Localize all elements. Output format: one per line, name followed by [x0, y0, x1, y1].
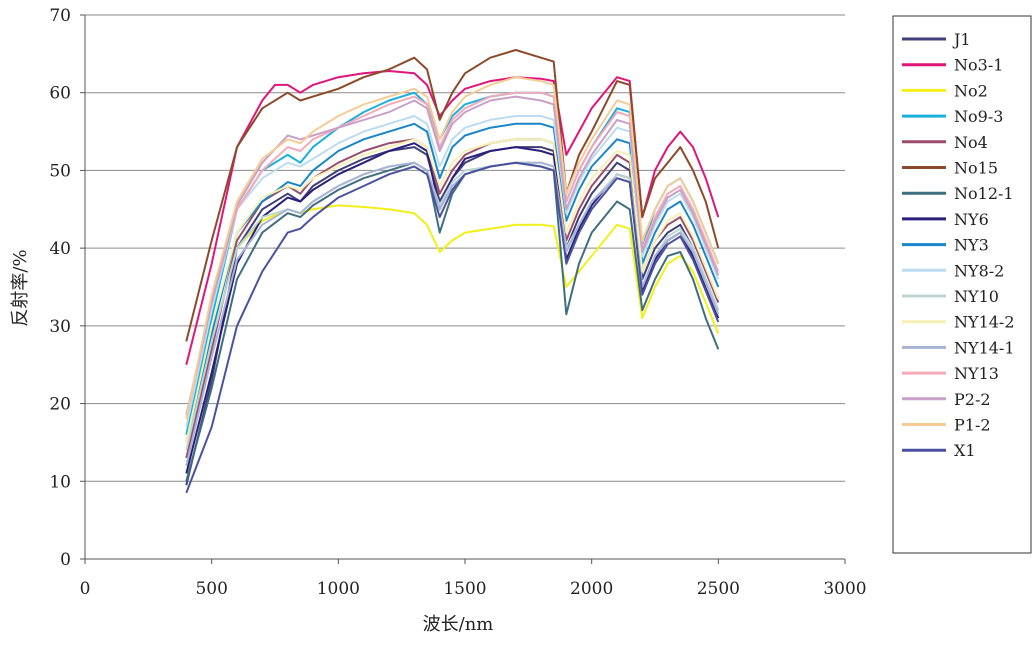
legend-item-NY6: NY6: [902, 210, 989, 229]
legend-item-J1: J1: [902, 30, 971, 49]
legend-item-P2-2: P2-2: [902, 390, 991, 409]
series-lines: [185, 49, 720, 494]
legend-label: NY14-2: [954, 313, 1015, 332]
legend-label: P1-2: [954, 416, 991, 435]
legend-box: [892, 15, 1032, 554]
series-line-No15: [185, 49, 720, 342]
series-line-P2-2: [185, 95, 720, 416]
legend-label: NY13: [954, 364, 999, 383]
y-tick-label-7: 70: [49, 6, 71, 26]
x-tick-label-2: 1000: [317, 579, 360, 599]
y-tick-label-5: 50: [49, 161, 71, 181]
legend-label: No9-3: [954, 107, 1003, 126]
legend-label: NY14-1: [954, 338, 1015, 357]
y-axis-title: 反射率/%: [10, 249, 31, 326]
legend-item-NY13: NY13: [902, 364, 999, 383]
x-tick-label-1: 500: [195, 579, 227, 599]
legend-item-P1-2: P1-2: [902, 416, 991, 435]
series-line-NY13: [185, 91, 720, 420]
series-line-No3-1: [185, 70, 720, 365]
legend-label: NY6: [954, 210, 989, 229]
x-tick-label-5: 2500: [697, 579, 740, 599]
legend-item-No2: No2: [902, 81, 988, 100]
legend-item-No12-1: No12-1: [902, 184, 1014, 203]
series-line-X1: [185, 161, 720, 494]
legend-item-No15: No15: [902, 159, 998, 178]
x-tick-label-3: 1500: [443, 579, 486, 599]
legend-label: No2: [954, 81, 988, 100]
legend-label: NY8-2: [954, 261, 1004, 280]
tick-labels: 0 10 20 30 40 50 60 70 0 500 1000 1500 2000 2500 3000: [49, 6, 866, 599]
legend-item-NY3: NY3: [902, 236, 989, 255]
legend-items: J1 No3-1 No2 No9-3 No4 No15 No12-1 NY6 NY3 NY8-2 N…: [902, 30, 1015, 460]
series-line-NY8-2: [185, 115, 720, 428]
y-tick-label-4: 40: [49, 239, 71, 259]
legend-label: No12-1: [954, 184, 1014, 203]
legend-item-No9-3: No9-3: [902, 107, 1003, 126]
legend-item-No4: No4: [902, 133, 988, 152]
x-axis-title: 波长/nm: [423, 614, 494, 635]
series-line-P1-2: [185, 76, 720, 420]
legend-label: NY3: [954, 236, 989, 255]
legend-label: J1: [952, 30, 971, 49]
legend-item-NY8-2: NY8-2: [902, 261, 1004, 280]
legend-item-X1: X1: [902, 441, 976, 460]
x-tick-label-6: 3000: [823, 579, 866, 599]
legend: J1 No3-1 No2 No9-3 No4 No15 No12-1 NY6 NY3 NY8-2 N…: [892, 15, 1032, 554]
legend-item-NY14-2: NY14-2: [902, 313, 1015, 332]
legend-item-NY10: NY10: [902, 287, 999, 306]
y-tick-label-6: 60: [49, 84, 71, 104]
y-tick-label-0: 0: [60, 550, 71, 570]
y-tick-label-2: 20: [49, 395, 71, 415]
legend-label: X1: [954, 441, 976, 460]
legend-label: No3-1: [954, 56, 1003, 75]
legend-label: P2-2: [954, 390, 991, 409]
y-tick-label-3: 30: [49, 317, 71, 337]
legend-item-NY14-1: NY14-1: [902, 338, 1015, 357]
series-line-NY6: [185, 142, 720, 474]
legend-label: No15: [954, 159, 998, 178]
legend-label: No4: [954, 133, 988, 152]
series-line-NY14-2: [185, 138, 720, 443]
x-tick-label-4: 2000: [570, 579, 613, 599]
legend-label: NY10: [954, 287, 999, 306]
x-tick-label-0: 0: [80, 579, 91, 599]
y-tick-label-1: 10: [49, 472, 71, 492]
series-line-NY3: [185, 122, 720, 443]
legend-item-No3-1: No3-1: [902, 56, 1003, 75]
